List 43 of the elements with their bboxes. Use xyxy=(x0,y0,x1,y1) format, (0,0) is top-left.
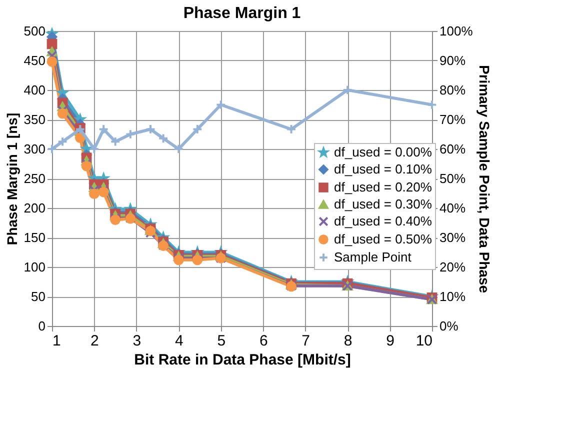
x-tick-label: 2 xyxy=(90,332,99,350)
legend-label: Sample Point xyxy=(334,250,412,264)
x-tick-label: 1 xyxy=(52,332,61,350)
x-tick-label: 6 xyxy=(259,332,268,350)
legend-label: df_used = 0.50% xyxy=(334,232,432,246)
x-tick-label: 10 xyxy=(416,332,432,350)
chart-title: Phase Margin 1 xyxy=(183,5,301,22)
y-tick-label: 100 xyxy=(24,260,46,274)
y-tick-label: 200 xyxy=(24,200,46,216)
x-tick-label: 8 xyxy=(344,332,352,350)
x-tick-label: 5 xyxy=(217,332,226,350)
y2-tick-label: 50% xyxy=(440,171,466,186)
y2-tick-label: 30% xyxy=(440,230,466,245)
x-tick-label: 9 xyxy=(386,332,394,350)
y-tick-label: 0 xyxy=(38,318,46,334)
y-tick-label: 150 xyxy=(24,230,46,245)
legend-label: df_used = 0.30% xyxy=(334,196,432,212)
x-tick-label: 3 xyxy=(132,332,142,350)
y-tick-label: 250 xyxy=(24,171,46,186)
y2-tick-label: 20% xyxy=(440,260,466,274)
y2-axis-title: Primary Sample Point, Data Phase xyxy=(476,65,493,294)
y2-tick-label: 10% xyxy=(440,289,466,304)
x-tick-label: 4 xyxy=(174,332,184,350)
legend-label: df_used = 0.20% xyxy=(334,180,432,194)
y2-tick-label: 100% xyxy=(440,24,474,38)
y-axis-title: Phase Margin 1 [ns] xyxy=(4,112,20,246)
y-tick-label: 50 xyxy=(31,289,46,304)
legend-label: df_used = 0.00% xyxy=(334,144,432,160)
y2-tick-label: 70% xyxy=(440,112,466,127)
y2-tick-label: 90% xyxy=(440,53,466,68)
y2-tick-label: 0% xyxy=(440,318,459,334)
legend-label: df_used = 0.10% xyxy=(334,162,432,176)
y-tick-label: 350 xyxy=(24,112,46,127)
y-tick-label: 500 xyxy=(24,24,46,38)
y2-tick-label: 60% xyxy=(440,142,466,156)
y2-tick-label: 80% xyxy=(440,82,466,98)
y-tick-label: 400 xyxy=(24,82,46,98)
y-tick-label: 300 xyxy=(24,142,46,156)
y2-tick-label: 40% xyxy=(440,200,466,216)
legend-label: df_used = 0.40% xyxy=(334,214,432,228)
x-tick-label: 7 xyxy=(302,332,310,350)
x-axis-title: Bit Rate in Data Phase [Mbit/s] xyxy=(134,352,351,368)
y-tick-label: 450 xyxy=(24,53,46,68)
